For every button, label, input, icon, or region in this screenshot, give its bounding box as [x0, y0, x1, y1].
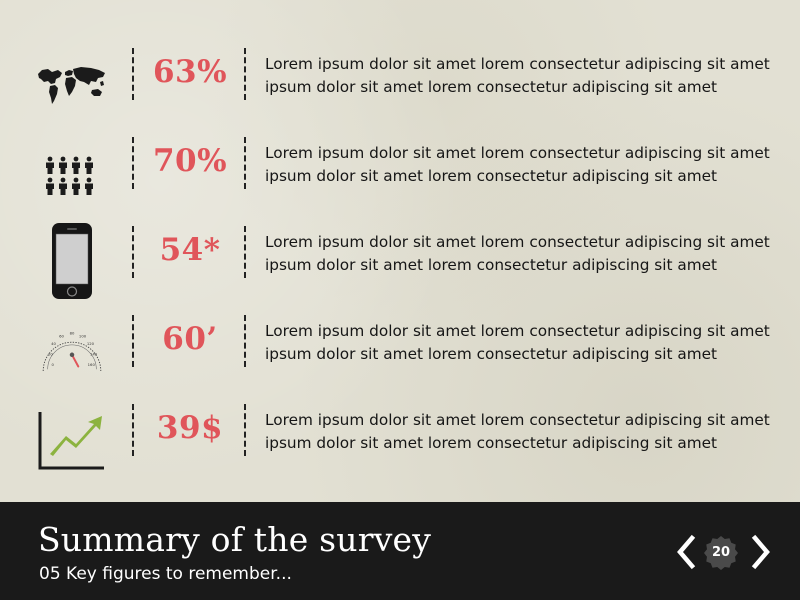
key-figure-row-1: 63% Lorem ipsum dolor sit amet lorem con…	[0, 44, 800, 133]
world-map-icon	[36, 50, 108, 122]
speedometer-tick-label: 80	[70, 332, 75, 336]
figure-value: 60’	[162, 321, 218, 357]
speedometer-tick-label: 60	[59, 334, 64, 338]
key-figure-row-2: 70% Lorem ipsum dolor sit amet lorem con…	[0, 133, 800, 222]
chevron-right-icon	[751, 534, 770, 570]
key-figure-row-3: 54* Lorem ipsum dolor sit amet lorem con…	[0, 222, 800, 311]
next-slide-button[interactable]	[745, 532, 775, 572]
key-figures-list: 63% Lorem ipsum dolor sit amet lorem con…	[0, 44, 800, 489]
speedometer-tick-label: 140	[90, 352, 98, 356]
figure-description: Lorem ipsum dolor sit amet lorem consect…	[265, 55, 770, 96]
seal-icon	[704, 536, 738, 570]
divider-right	[244, 137, 246, 189]
figure-description: Lorem ipsum dolor sit amet lorem consect…	[265, 233, 770, 274]
divider-right	[244, 226, 246, 278]
speedometer-tick-label: 40	[51, 342, 56, 346]
previous-slide-button[interactable]	[672, 532, 702, 572]
divider-left	[132, 48, 134, 100]
divider-right	[244, 404, 246, 456]
growth-chart-icon	[36, 406, 108, 478]
speedometer-tick-label: 100	[79, 334, 87, 338]
divider-right	[244, 315, 246, 367]
divider-left	[132, 404, 134, 456]
page-number-badge: 20	[703, 535, 739, 571]
speedometer-tick-label: 0	[52, 363, 55, 367]
chevron-left-icon	[677, 534, 696, 570]
divider-left	[132, 226, 134, 278]
speedometer-tick-label: 20	[48, 352, 53, 356]
divider-left	[132, 315, 134, 367]
speedometer-icon: 0 20 40 60 80 100 120 140 160	[36, 317, 108, 389]
slide-footer: Summary of the survey 05 Key figures to …	[0, 502, 800, 600]
figure-value: 54*	[159, 232, 221, 268]
figure-description: Lorem ipsum dolor sit amet lorem consect…	[265, 322, 770, 363]
divider-right	[244, 48, 246, 100]
slide-subtitle: 05 Key figures to remember...	[39, 564, 292, 584]
speedometer-tick-label: 120	[87, 342, 95, 346]
figure-value: 39$	[156, 410, 224, 446]
figure-description: Lorem ipsum dolor sit amet lorem consect…	[265, 411, 770, 452]
slide-title: Summary of the survey	[38, 520, 432, 559]
page-number: 20	[711, 545, 731, 560]
figure-description: Lorem ipsum dolor sit amet lorem consect…	[265, 144, 770, 185]
key-figure-row-5: 39$ Lorem ipsum dolor sit amet lorem con…	[0, 400, 800, 489]
people-icon	[36, 139, 108, 211]
figure-value: 70%	[152, 143, 228, 179]
speedometer-tick-label: 160	[88, 363, 96, 367]
smartphone-icon	[36, 223, 108, 300]
figure-value: 63%	[152, 54, 228, 90]
key-figure-row-4: 0 20 40 60 80 100 120 140 160 60’ Lorem ipsum do…	[0, 311, 800, 400]
divider-left	[132, 137, 134, 189]
